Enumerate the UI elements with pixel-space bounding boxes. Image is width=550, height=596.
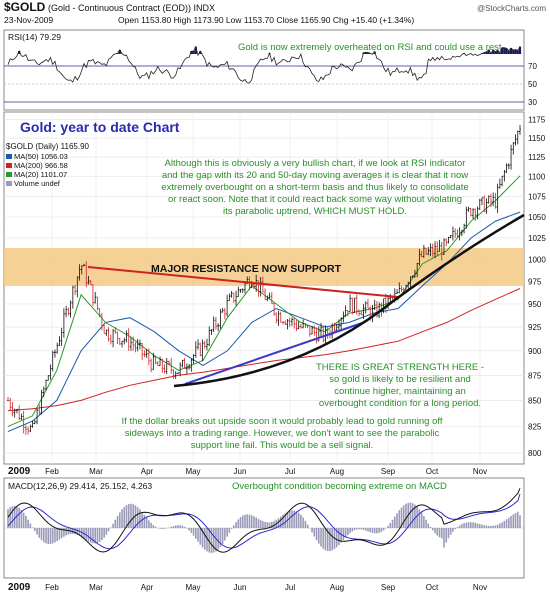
annotation-top: Although this is obviously a very bullis… (161, 158, 468, 217)
price-x-label: 2009 (8, 466, 31, 477)
annotation-top-line-1: Although this is obviously a very bullis… (165, 158, 466, 169)
macd-line (7, 488, 521, 553)
price-y-tick: 1000 (528, 255, 546, 264)
annotation-strength-line-1: THERE IS GREAT STRENGTH HERE - (316, 362, 484, 373)
price-y-tick: 1025 (528, 234, 546, 243)
price-y-tick: 1150 (528, 134, 546, 143)
annotation-top-line-4: or react soon. Note that it could react … (168, 194, 462, 205)
price-y-tick: 1125 (528, 153, 546, 162)
resistance-label: MAJOR RESISTANCE NOW SUPPORT (151, 263, 342, 275)
macd-x-label: Mar (89, 583, 103, 592)
legend-swatch-volume (6, 181, 12, 186)
annotation-strength-line-3: continue higher, maintaining an (334, 386, 466, 397)
annotation-dollar-line-2: sideways into a trading range. However, … (125, 428, 440, 439)
macd-x-label: Feb (45, 583, 59, 592)
macd-annotation: Overbought condition becoming extreme on… (232, 481, 447, 492)
annotation-strength: THERE IS GREAT STRENGTH HERE - so gold i… (316, 362, 484, 409)
price-y-tick: 1050 (528, 213, 546, 222)
price-y-tick: 900 (528, 347, 542, 356)
legend-swatch-ma200 (6, 163, 12, 168)
price-y-tick: 850 (528, 396, 542, 405)
price-y-tick: 1100 (528, 173, 546, 182)
resistance-trendline (87, 266, 399, 298)
price-x-label: Apr (141, 467, 154, 476)
price-x-label: Sep (381, 467, 396, 476)
macd-x-label: Apr (141, 583, 154, 592)
quote-line: Open 1153.80 High 1173.90 Low 1153.70 Cl… (118, 15, 414, 25)
macd-x-label: Nov (473, 583, 487, 592)
rsi-label: RSI(14) 79.29 (8, 32, 61, 42)
macd-signal-line (7, 493, 521, 550)
price-x-label: Nov (473, 467, 487, 476)
price-x-label: Oct (426, 467, 439, 476)
annotation-strength-line-2: so gold is likely to be resilient and (329, 374, 471, 385)
rsi-tick-30: 30 (528, 98, 537, 107)
price-y-tick: 925 (528, 323, 542, 332)
price-panel-frame (3, 111, 525, 465)
price-x-label: Jul (285, 467, 295, 476)
annotation-strength-line-4: overbought condition for a long period. (319, 398, 481, 409)
legend-name: $GOLD (Daily) 1165.90 (6, 142, 90, 151)
legend-ma20: MA(20) 1101.07 (14, 170, 67, 179)
annotation-top-line-2: and the gap with its 20 and 50-day movin… (162, 170, 468, 181)
price-y-tick: 1175 (528, 115, 546, 124)
price-x-label: Mar (89, 467, 103, 476)
annotation-dollar-line-1: If the dollar breaks out upside soon it … (122, 416, 443, 427)
macd-x-label: 2009 (8, 582, 31, 593)
ma200-line (7, 288, 521, 412)
price-x-label: May (185, 467, 200, 476)
parabolic-support-line (173, 213, 525, 388)
annotation-dollar-line-3: support line fail. This would be a sell … (191, 440, 374, 451)
annotation-top-line-5: its parabolic uptrend, WHICH MUST HOLD. (223, 206, 407, 217)
instrument-title: (Gold - Continuous Contract (EOD)) INDX (48, 3, 215, 13)
chart-title: Gold: year to date Chart (20, 119, 180, 135)
rsi-line (7, 45, 521, 84)
price-y-tick: 825 (528, 422, 542, 431)
price-panel: 1175 1150 1125 1100 1075 1050 1025 1000 975 950 92… (3, 111, 546, 465)
date-label: 23-Nov-2009 (4, 15, 53, 25)
rsi-panel: RSI(14) 79.29 70 50 30 Gold is now extre… (3, 29, 537, 111)
price-y-tick: 1075 (528, 193, 546, 202)
macd-x-label: Sep (381, 583, 396, 592)
legend-swatch-ma50 (6, 154, 12, 159)
rsi-panel-frame (3, 29, 525, 111)
price-x-axis: 2009 Feb Mar Apr May Jun Jul Aug Sep Oct Nov (8, 466, 487, 477)
source-credit: @StockCharts.com (477, 4, 546, 13)
macd-x-label: Jul (285, 583, 295, 592)
macd-x-label: Oct (426, 583, 439, 592)
price-y-tick: 975 (528, 277, 542, 286)
macd-label: MACD(12,26,9) 29.414, 25.152, 4.263 (8, 481, 152, 491)
price-y-tick: 875 (528, 371, 542, 380)
support-trendline (184, 321, 366, 385)
macd-x-axis: 2009 Feb Mar Apr May Jun Jul Aug Sep Oct Nov (8, 582, 487, 593)
price-x-label: Jun (234, 467, 247, 476)
macd-x-label: Jun (234, 583, 247, 592)
legend-volume: Volume undef (14, 179, 61, 188)
legend-ma200: MA(200) 966.58 (14, 161, 68, 170)
annotation-top-line-3: extremely overbought on a short-term bas… (161, 182, 468, 193)
ma50-line (7, 211, 521, 433)
macd-x-label: Aug (330, 583, 344, 592)
rsi-annotation: Gold is now extremely overheated on RSI … (238, 42, 502, 53)
symbol: $GOLD (4, 0, 46, 14)
price-y-tick: 950 (528, 300, 542, 309)
legend-ma50: MA(50) 1056.03 (14, 152, 68, 161)
price-x-label: Feb (45, 467, 59, 476)
price-x-label: Aug (330, 467, 344, 476)
price-y-tick: 800 (528, 449, 542, 458)
legend-swatch-ma20 (6, 172, 12, 177)
rsi-tick-50: 50 (528, 80, 537, 89)
macd-x-label: May (185, 583, 200, 592)
macd-panel: MACD(12,26,9) 29.414, 25.152, 4.263 Over… (3, 477, 525, 579)
annotation-dollar: If the dollar breaks out upside soon it … (122, 416, 443, 451)
rsi-tick-70: 70 (528, 62, 537, 71)
